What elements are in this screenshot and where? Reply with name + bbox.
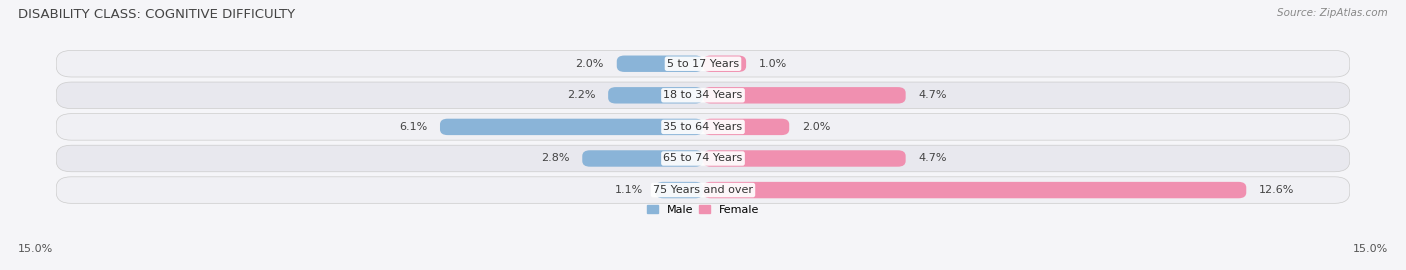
Text: 2.8%: 2.8% (541, 153, 569, 163)
Text: 2.2%: 2.2% (567, 90, 595, 100)
Text: 18 to 34 Years: 18 to 34 Years (664, 90, 742, 100)
FancyBboxPatch shape (703, 150, 905, 167)
FancyBboxPatch shape (56, 114, 1350, 140)
FancyBboxPatch shape (617, 56, 703, 72)
Text: 1.0%: 1.0% (759, 59, 787, 69)
FancyBboxPatch shape (56, 145, 1350, 172)
FancyBboxPatch shape (655, 182, 703, 198)
FancyBboxPatch shape (56, 177, 1350, 203)
Text: 5 to 17 Years: 5 to 17 Years (666, 59, 740, 69)
FancyBboxPatch shape (609, 87, 703, 103)
Text: DISABILITY CLASS: COGNITIVE DIFFICULTY: DISABILITY CLASS: COGNITIVE DIFFICULTY (18, 8, 295, 21)
Text: 75 Years and over: 75 Years and over (652, 185, 754, 195)
Text: 4.7%: 4.7% (918, 90, 948, 100)
FancyBboxPatch shape (703, 182, 1246, 198)
Text: Source: ZipAtlas.com: Source: ZipAtlas.com (1277, 8, 1388, 18)
Text: 15.0%: 15.0% (18, 244, 53, 254)
FancyBboxPatch shape (56, 50, 1350, 77)
Text: 2.0%: 2.0% (803, 122, 831, 132)
FancyBboxPatch shape (56, 82, 1350, 109)
FancyBboxPatch shape (703, 119, 789, 135)
Text: 4.7%: 4.7% (918, 153, 948, 163)
FancyBboxPatch shape (440, 119, 703, 135)
FancyBboxPatch shape (582, 150, 703, 167)
Text: 2.0%: 2.0% (575, 59, 603, 69)
Text: 6.1%: 6.1% (399, 122, 427, 132)
Text: 35 to 64 Years: 35 to 64 Years (664, 122, 742, 132)
FancyBboxPatch shape (703, 56, 747, 72)
Text: 12.6%: 12.6% (1260, 185, 1295, 195)
Legend: Male, Female: Male, Female (647, 205, 759, 215)
Text: 1.1%: 1.1% (614, 185, 643, 195)
Text: 15.0%: 15.0% (1353, 244, 1388, 254)
FancyBboxPatch shape (703, 87, 905, 103)
Text: 65 to 74 Years: 65 to 74 Years (664, 153, 742, 163)
